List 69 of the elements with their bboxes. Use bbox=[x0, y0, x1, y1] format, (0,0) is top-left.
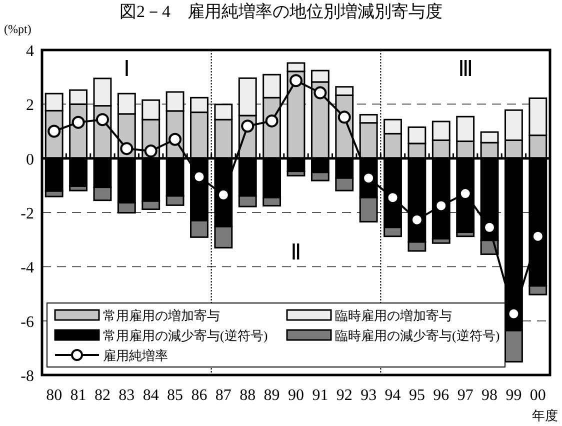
bar bbox=[456, 116, 475, 142]
legend-label: 常用雇用の減少寄与(逆符号) bbox=[103, 328, 268, 343]
x-tick-label: 93 bbox=[360, 387, 377, 404]
chart-title: 図2－4 雇用純増率の地位別増減別寄与度 bbox=[120, 2, 442, 21]
x-tick-label: 97 bbox=[457, 387, 474, 404]
x-tick-label: 82 bbox=[94, 387, 110, 404]
bar bbox=[44, 92, 64, 112]
x-tick-label: 86 bbox=[191, 387, 208, 404]
point bbox=[290, 74, 302, 88]
y-tick-label: 2 bbox=[26, 97, 34, 114]
x-axis-title: 年度 bbox=[532, 408, 558, 423]
x-tick-label: 98 bbox=[482, 387, 498, 404]
point bbox=[265, 114, 278, 128]
point bbox=[96, 113, 109, 126]
x-tick-label: 00 bbox=[530, 387, 546, 404]
bar bbox=[69, 89, 88, 105]
bar bbox=[480, 131, 499, 144]
y-tick-label: -4 bbox=[20, 260, 34, 277]
x-tick-label: 90 bbox=[288, 387, 304, 404]
x-tick-label: 83 bbox=[118, 387, 135, 404]
bar bbox=[262, 74, 282, 98]
bar bbox=[432, 120, 450, 141]
y-tick-label: 0 bbox=[26, 151, 34, 168]
x-tick-label: 81 bbox=[70, 387, 86, 404]
bar bbox=[504, 109, 523, 141]
y-tick-label: -6 bbox=[20, 314, 34, 331]
x-tick-label: 88 bbox=[240, 387, 256, 404]
x-tick-label: 87 bbox=[215, 387, 232, 404]
y-tick-label: -8 bbox=[20, 368, 34, 385]
y-tick-label: -2 bbox=[20, 206, 34, 222]
bar bbox=[117, 92, 136, 115]
x-tick-label: 92 bbox=[336, 387, 352, 404]
bar bbox=[384, 118, 402, 134]
bar bbox=[335, 86, 354, 96]
bar bbox=[214, 104, 233, 120]
bar bbox=[93, 78, 112, 107]
x-tick-label: 84 bbox=[142, 387, 159, 404]
point bbox=[72, 116, 85, 129]
x-tick-label: 89 bbox=[264, 387, 280, 404]
x-tick-label: 94 bbox=[384, 387, 401, 404]
annotation: Ⅱ bbox=[290, 240, 302, 265]
x-tick-label: 91 bbox=[312, 387, 328, 404]
y-tick-label: 4 bbox=[26, 43, 34, 60]
point bbox=[338, 110, 351, 124]
legend-label: 常用雇用の増加寄与 bbox=[103, 308, 220, 323]
annotation: Ⅲ bbox=[458, 56, 473, 81]
x-tick-label: 99 bbox=[506, 387, 522, 404]
bar bbox=[528, 97, 548, 136]
bar bbox=[310, 70, 330, 83]
point bbox=[120, 142, 134, 156]
point bbox=[144, 144, 158, 158]
bar bbox=[286, 62, 306, 72]
legend-label: 臨時雇用の減少寄与(逆符号) bbox=[335, 328, 500, 343]
x-tick-label: 95 bbox=[408, 387, 425, 404]
bar bbox=[190, 96, 208, 114]
x-tick-label: 80 bbox=[46, 387, 62, 404]
legend-label: 臨時雇用の増加寄与 bbox=[335, 308, 452, 323]
legend-label: 雇用純増率 bbox=[103, 348, 168, 363]
bar bbox=[408, 126, 426, 144]
x-tick-label: 85 bbox=[167, 387, 184, 404]
bar bbox=[142, 99, 160, 120]
bar bbox=[238, 77, 257, 116]
bar bbox=[166, 91, 184, 112]
point bbox=[241, 120, 254, 133]
point bbox=[314, 86, 327, 100]
x-tick-label: 96 bbox=[433, 387, 450, 404]
bar bbox=[359, 114, 378, 124]
y-axis-title: (%pt) bbox=[4, 22, 32, 36]
annotation: Ⅰ bbox=[124, 56, 130, 81]
